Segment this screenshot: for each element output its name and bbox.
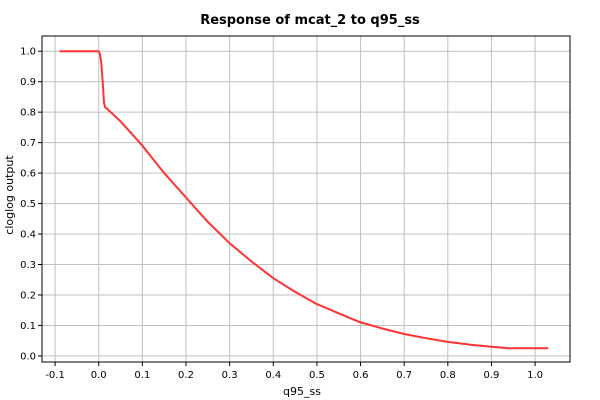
x-tick-label: 0.2 — [178, 370, 194, 381]
y-tick-label: 0.9 — [20, 77, 36, 88]
y-tick-label: 0.4 — [20, 230, 36, 241]
y-tick-label: 0.5 — [20, 199, 36, 210]
x-tick-label: 0.0 — [91, 370, 107, 381]
x-tick-label: 0.9 — [484, 370, 500, 381]
x-tick-label: -0.1 — [45, 370, 65, 381]
x-axis: -0.1 0.0 0.1 0.2 0.3 0.4 0.5 0.6 0.7 0.8 0.9 1.0 — [45, 362, 543, 381]
x-tick-label: 0.3 — [222, 370, 238, 381]
y-tick-label: 0.0 — [20, 351, 36, 362]
plot-area — [41, 35, 571, 363]
x-tick-label: 1.0 — [527, 370, 543, 381]
y-tick-label: 0.1 — [20, 321, 36, 332]
x-tick-label: 0.5 — [309, 370, 325, 381]
y-tick-label: 1.0 — [20, 47, 36, 58]
chart-title: Response of mcat_2 to q95_ss — [200, 13, 420, 28]
grid — [42, 36, 570, 362]
x-tick-label: 0.1 — [134, 370, 150, 381]
series-layer — [59, 50, 549, 350]
y-tick-label: 0.3 — [20, 260, 36, 271]
y-tick-label: 0.6 — [20, 169, 36, 180]
y-axis-label: cloglog output — [3, 155, 16, 235]
x-tick-label: 0.7 — [396, 370, 412, 381]
x-tick-label: 0.8 — [440, 370, 456, 381]
x-tick-label: 0.4 — [265, 370, 281, 381]
x-tick-label: 0.6 — [353, 370, 369, 381]
y-tick-label: 0.8 — [20, 108, 36, 119]
response-line — [59, 50, 549, 350]
y-axis: 0.0 0.1 0.2 0.3 0.4 0.5 0.6 0.7 0.8 0.9 1.0 — [20, 47, 42, 362]
y-tick-label: 0.7 — [20, 138, 36, 149]
x-axis-label: q95_ss — [283, 385, 321, 398]
y-tick-label: 0.2 — [20, 290, 36, 301]
